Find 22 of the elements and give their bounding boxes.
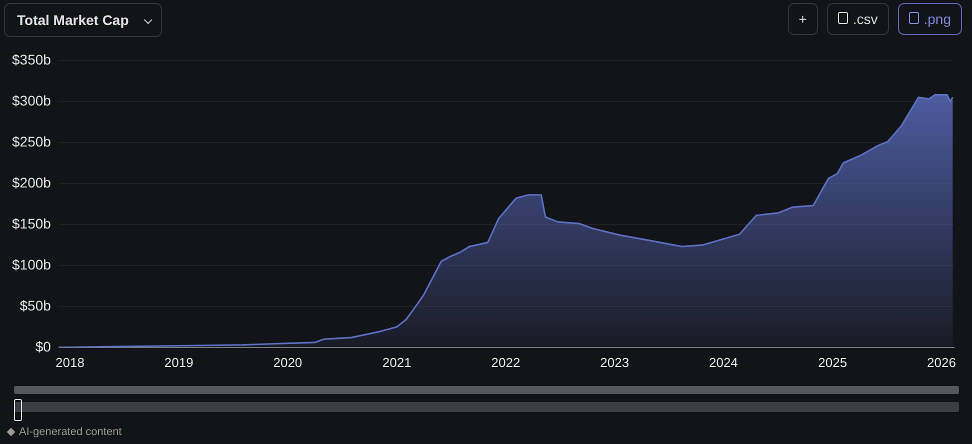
y-tick-label: $350b (12, 51, 52, 68)
y-tick-label: $250b (12, 133, 52, 150)
y-tick-label: $200b (12, 174, 52, 190)
y-tick-label: $0 (35, 338, 52, 354)
text: .png (924, 11, 951, 27)
x-tick-label: 2020 (273, 354, 302, 370)
x-tick-label: 2026 (927, 354, 956, 370)
y-tick-label: $150b (12, 215, 52, 232)
y-tick-label: $100b (12, 256, 52, 272)
text: AI-generated content (19, 426, 122, 438)
x-tick-label: 2024 (708, 354, 738, 370)
text: + (798, 11, 807, 27)
x-tick-label: 2019 (164, 354, 194, 370)
x-tick-label: 2025 (818, 354, 848, 370)
x-tick-label: 2018 (56, 354, 84, 370)
x-tick-label: 2021 (382, 354, 412, 370)
x-tick-label: 2023 (600, 354, 630, 370)
y-tick-label: $50b (20, 297, 52, 314)
chart-title: Total Market Cap (17, 12, 129, 28)
y-tick-label: $300b (12, 92, 52, 108)
x-tick-label: 2022 (491, 354, 520, 370)
text: .csv (852, 11, 878, 27)
